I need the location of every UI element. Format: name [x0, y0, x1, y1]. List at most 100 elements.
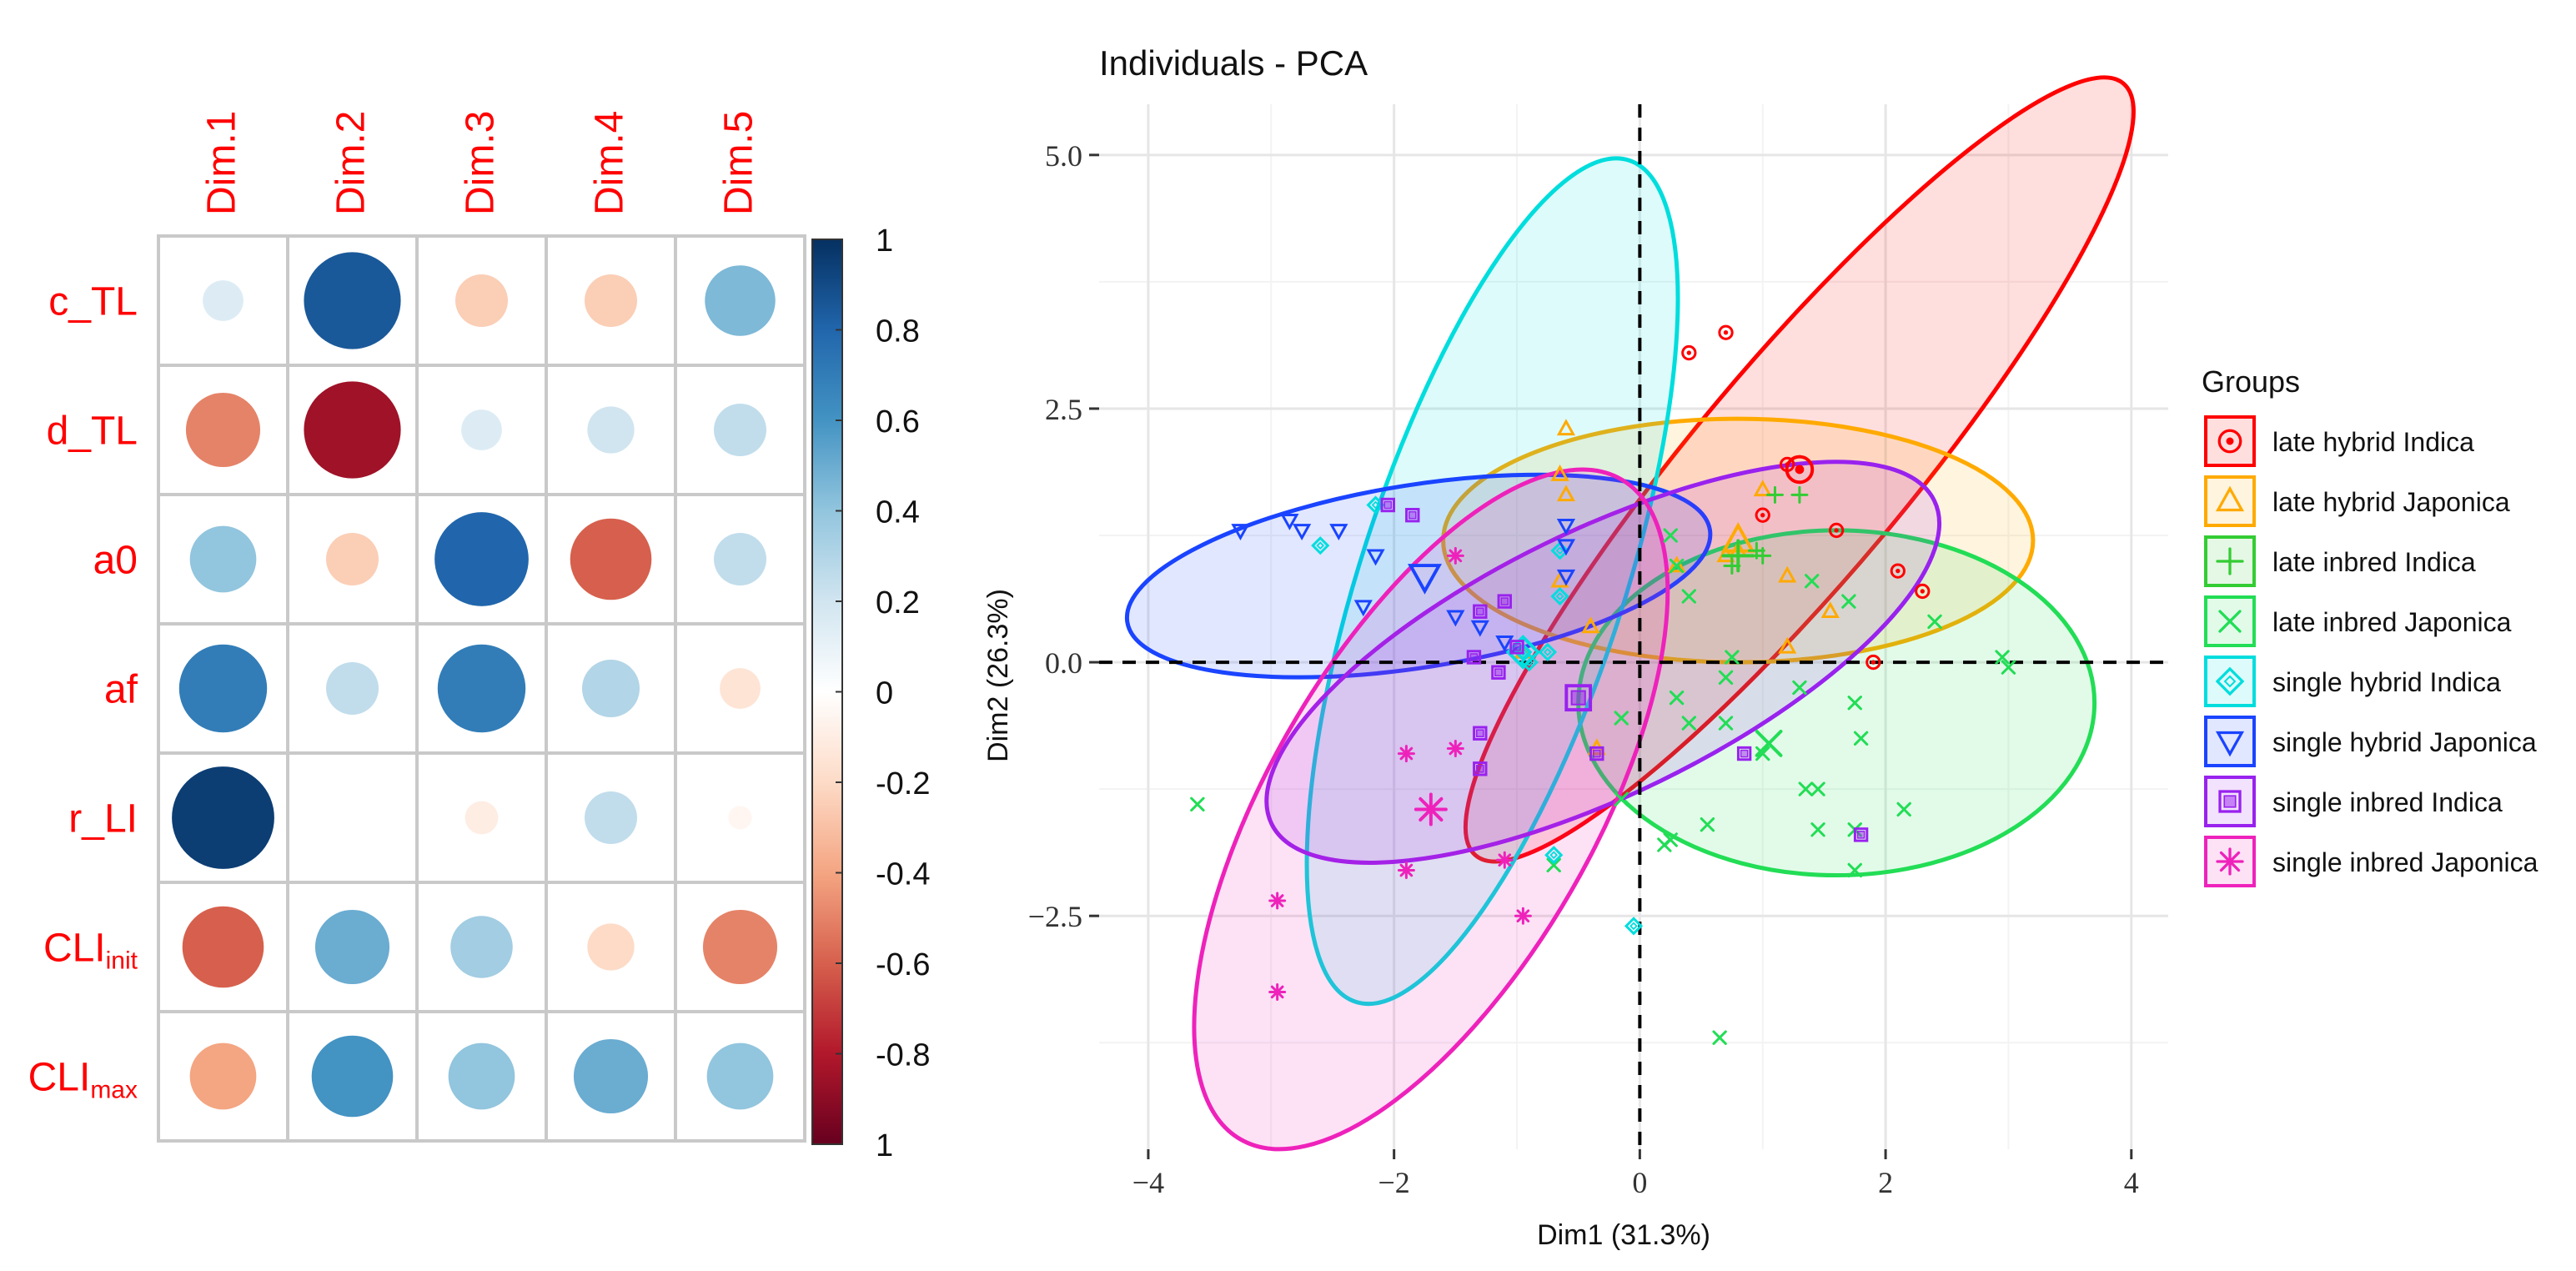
point-late-inbred-japonica [1927, 614, 1942, 630]
x-tick-label: 2 [1878, 1166, 1893, 1199]
legend-label: late hybrid Japonica [2272, 487, 2510, 517]
corr-circle [587, 406, 635, 454]
row-label: CLIinit [43, 927, 138, 975]
legend-swatch [2204, 656, 2256, 707]
y-axis-label: Dim2 (26.3%) [982, 589, 1014, 762]
corr-circle [706, 1042, 774, 1110]
point-late-inbred-japonica [1657, 837, 1672, 852]
row-label: af [104, 668, 138, 712]
corr-circle [448, 1042, 515, 1110]
corr-circle [314, 909, 390, 985]
column-label: Dim.1 [200, 111, 244, 215]
row-label-base: CLI [43, 927, 106, 971]
colorbar-tick-label: 0.2 [876, 585, 920, 620]
row-label-subscript: max [90, 1077, 138, 1104]
point-late-hybrid-japonica [1778, 636, 1797, 654]
corr-circle [304, 381, 401, 479]
corr-circle [570, 518, 652, 600]
legend-item-single-hybrid-indica: single hybrid Indica [2204, 656, 2501, 707]
legend-marker [2215, 666, 2245, 696]
point-single-hybrid-indica [1311, 536, 1330, 555]
centroid-single-hybrid-japonica [1408, 564, 1442, 595]
row-label-base: af [104, 668, 138, 712]
point-single-inbred-japonica [1397, 861, 1415, 879]
legend-marker [2218, 790, 2242, 813]
legend-label: late inbred Japonica [2272, 607, 2512, 637]
point-late-hybrid-indica [1755, 507, 1770, 523]
corr-circle [581, 659, 640, 718]
legend-item-late-inbred-japonica: late inbred Japonica [2204, 595, 2512, 647]
legend-label: single hybrid Indica [2272, 667, 2501, 697]
point-single-hybrid-japonica [1366, 549, 1385, 566]
corr-circle [351, 816, 354, 819]
x-tick-label: 0 [1632, 1166, 1647, 1199]
point-late-inbred-japonica [1841, 594, 1856, 609]
centroid-late-hybrid-indica [1785, 455, 1815, 485]
colorbar-tick-label: 0.4 [876, 495, 920, 530]
row-label: a0 [93, 539, 138, 583]
legend-marker [2217, 429, 2242, 454]
point-single-hybrid-japonica [1470, 620, 1489, 637]
row-label-base: c_TL [48, 280, 138, 324]
grid-cell [415, 364, 548, 496]
row-label-base: r_LI [68, 797, 138, 841]
point-single-hybrid-indica [1624, 917, 1644, 936]
point-single-inbred-japonica [1495, 851, 1514, 869]
point-late-inbred-japonica [1546, 857, 1561, 873]
point-single-inbred-japonica [1446, 546, 1464, 565]
colorbar-tick-label: -0.4 [876, 857, 930, 892]
point-late-inbred-japonica [1190, 796, 1205, 812]
corr-circle [326, 533, 379, 585]
point-single-hybrid-japonica [1329, 524, 1348, 541]
point-late-inbred-japonica [1614, 791, 1629, 807]
x-axis-label: Dim1 (31.3%) [1537, 1219, 1710, 1251]
legend-marker [2216, 547, 2244, 575]
corr-circle [585, 791, 637, 844]
point-late-inbred-japonica [1810, 822, 1825, 837]
column-label: Dim.3 [459, 111, 503, 215]
corr-circle [326, 662, 379, 715]
centroid-single-inbred-japonica [1414, 792, 1448, 826]
data-points [1190, 324, 2016, 1045]
corr-circle [450, 916, 513, 978]
legend-item-single-hybrid-japonica: single hybrid Japonica [2204, 716, 2537, 767]
ellipse-single-hybrid-indica [1304, 156, 1680, 1007]
point-single-hybrid-japonica [1556, 569, 1576, 586]
point-single-inbred-japonica [1268, 892, 1287, 910]
point-single-hybrid-japonica [1446, 610, 1465, 627]
corr-circle [178, 644, 268, 733]
legend-label: single inbred Japonica [2272, 847, 2538, 877]
ellipse-single-inbred-indica [1264, 460, 1941, 865]
legend-title: Groups [2202, 364, 2300, 399]
row-label: c_TL [48, 280, 138, 324]
x-tick-label: −4 [1132, 1166, 1164, 1199]
legend-item-single-inbred-indica: single inbred Indica [2204, 776, 2503, 827]
point-late-inbred-japonica [1755, 746, 1770, 761]
colorbar-tick-label: -0.2 [876, 766, 930, 801]
corr-circle [728, 806, 752, 830]
correlation-circles [172, 252, 778, 1118]
point-late-inbred-japonica [2001, 660, 2016, 675]
point-late-inbred-japonica [1725, 650, 1740, 665]
colorbar-tick-label: 0.6 [876, 404, 920, 440]
legend-swatch [2204, 716, 2256, 767]
corr-circle [182, 906, 264, 988]
point-late-inbred-japonica [1792, 680, 1807, 696]
point-late-hybrid-indica [1828, 522, 1845, 539]
corr-circle [573, 1038, 649, 1114]
point-single-hybrid-japonica [1353, 600, 1373, 617]
point-single-inbred-japonica [1514, 907, 1532, 925]
legend-swatch [2204, 475, 2256, 527]
point-late-inbred-japonica [1681, 716, 1697, 731]
point-late-inbred-japonica [1718, 716, 1734, 731]
point-single-inbred-indica [1509, 640, 1524, 655]
point-late-hybrid-japonica [1556, 485, 1576, 502]
point-late-hybrid-japonica [1556, 419, 1576, 436]
corr-circle [203, 280, 244, 321]
colorbar-tick-label: 1 [876, 224, 893, 259]
point-single-inbred-indica [1589, 746, 1604, 761]
column-label: Dim.2 [329, 111, 374, 215]
row-label-base: a0 [93, 539, 138, 583]
